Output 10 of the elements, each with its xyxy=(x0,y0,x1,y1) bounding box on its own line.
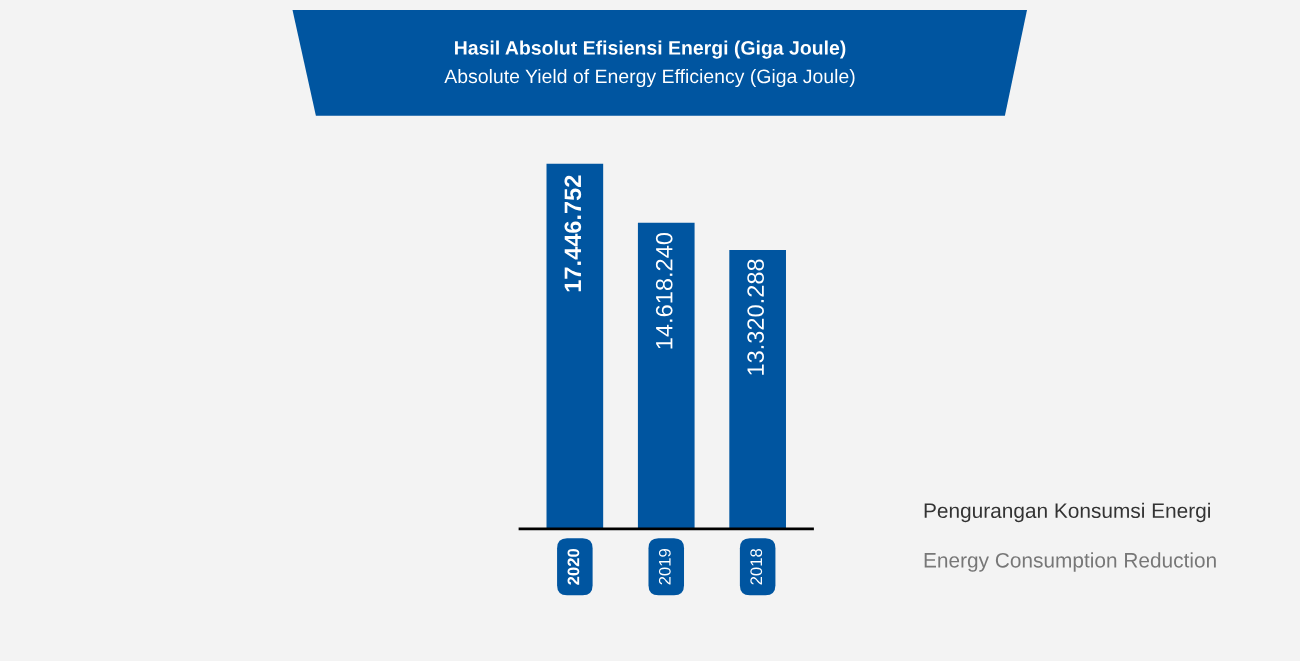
data-label: 13.320.288 xyxy=(747,259,764,375)
chart-title: Hasil Absolut Efisiensi Energi (Giga Joule) xyxy=(455,40,846,59)
x-tick-label: 2020 xyxy=(567,548,580,585)
x-tick-label: 2019 xyxy=(658,549,671,585)
data-label: 17.446.752 xyxy=(564,175,582,292)
data-label: 14.618.240 xyxy=(655,232,673,349)
x-tick-label: 2018 xyxy=(750,548,763,585)
text: Energy Consumption Reduction xyxy=(924,552,1216,572)
chart-subtitle: Absolute Yield of Energy Efficiency (Giga Joule) xyxy=(444,68,855,88)
text: Pengurangan Konsumsi Energi xyxy=(924,502,1210,523)
